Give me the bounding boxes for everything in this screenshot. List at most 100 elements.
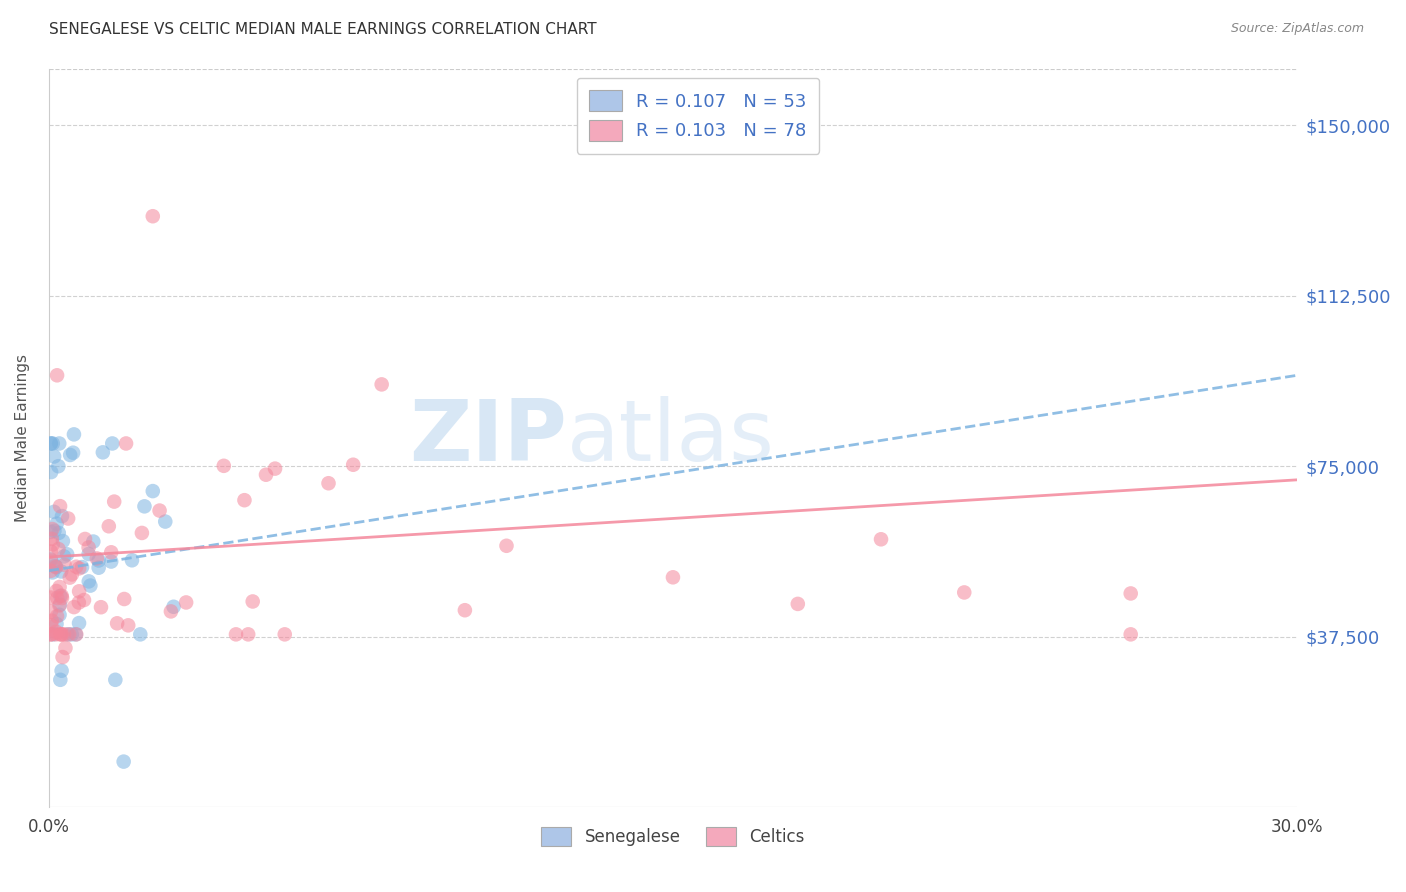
Point: [162, 599, 184, 614]
Point: [65, 627, 87, 641]
Point: [41, 522, 63, 536]
Point: [73, 532, 96, 546]
Point: [142, 209, 165, 223]
Point: [53, 549, 76, 564]
Point: [662, 570, 685, 584]
Point: [39, 564, 62, 578]
Point: [77, 574, 100, 589]
Point: [79, 578, 101, 592]
Point: [49, 589, 72, 603]
Point: [238, 627, 260, 641]
Point: [52, 650, 75, 665]
Point: [44, 559, 66, 574]
Point: [342, 458, 364, 472]
Point: [67, 616, 90, 631]
Point: [174, 595, 197, 609]
Point: [134, 500, 156, 514]
Point: [45, 584, 67, 599]
Point: [233, 493, 256, 508]
Point: [105, 616, 128, 631]
Point: [91, 445, 114, 459]
Point: [39, 436, 62, 450]
Point: [46, 368, 69, 383]
Point: [42, 450, 65, 464]
Point: [51, 589, 73, 603]
Point: [274, 627, 297, 641]
Point: [786, 597, 808, 611]
Point: [87, 560, 110, 574]
Point: [121, 553, 143, 567]
Point: [42, 537, 65, 551]
Point: [53, 558, 76, 572]
Point: [225, 627, 247, 641]
Point: [242, 594, 264, 608]
Point: [48, 459, 70, 474]
Point: [131, 525, 153, 540]
Point: [39, 627, 62, 641]
Point: [45, 560, 67, 574]
Point: [49, 598, 72, 612]
Point: [318, 476, 340, 491]
Point: [103, 494, 125, 508]
Point: [142, 484, 165, 499]
Point: [48, 580, 70, 594]
Point: [39, 524, 62, 539]
Point: [51, 664, 73, 678]
Point: [41, 532, 63, 546]
Point: [42, 627, 65, 641]
Point: [254, 467, 277, 482]
Point: [60, 567, 83, 582]
Point: [100, 555, 122, 569]
Point: [42, 505, 65, 519]
Point: [51, 509, 73, 524]
Point: [148, 503, 170, 517]
Point: [67, 561, 90, 575]
Point: [112, 755, 135, 769]
Point: [41, 566, 63, 580]
Point: [49, 673, 72, 687]
Point: [48, 607, 70, 622]
Text: Source: ZipAtlas.com: Source: ZipAtlas.com: [1230, 22, 1364, 36]
Point: [370, 377, 392, 392]
Point: [97, 519, 120, 533]
Point: [39, 465, 62, 479]
Point: [63, 427, 86, 442]
Point: [48, 436, 70, 450]
Point: [73, 593, 96, 607]
Point: [51, 627, 73, 641]
Point: [45, 560, 67, 574]
Point: [45, 624, 67, 639]
Point: [52, 534, 75, 549]
Point: [39, 554, 62, 568]
Point: [495, 539, 517, 553]
Point: [56, 511, 79, 525]
Point: [62, 446, 84, 460]
Point: [41, 614, 63, 628]
Point: [212, 458, 235, 473]
Point: [39, 544, 62, 558]
Point: [48, 525, 70, 540]
Point: [39, 552, 62, 566]
Point: [48, 599, 70, 613]
Point: [59, 448, 82, 462]
Point: [49, 565, 72, 579]
Point: [46, 591, 69, 605]
Point: [82, 534, 104, 549]
Point: [104, 673, 127, 687]
Point: [45, 516, 67, 531]
Point: [65, 627, 87, 641]
Point: [87, 553, 110, 567]
Point: [86, 551, 108, 566]
Point: [51, 627, 73, 641]
Point: [45, 616, 67, 631]
Point: [58, 627, 80, 641]
Point: [1119, 586, 1142, 600]
Point: [53, 627, 76, 641]
Point: [55, 640, 77, 655]
Point: [112, 592, 135, 607]
Point: [45, 627, 67, 641]
Point: [59, 571, 82, 585]
Point: [117, 618, 139, 632]
Point: [67, 584, 90, 599]
Point: [101, 436, 124, 450]
